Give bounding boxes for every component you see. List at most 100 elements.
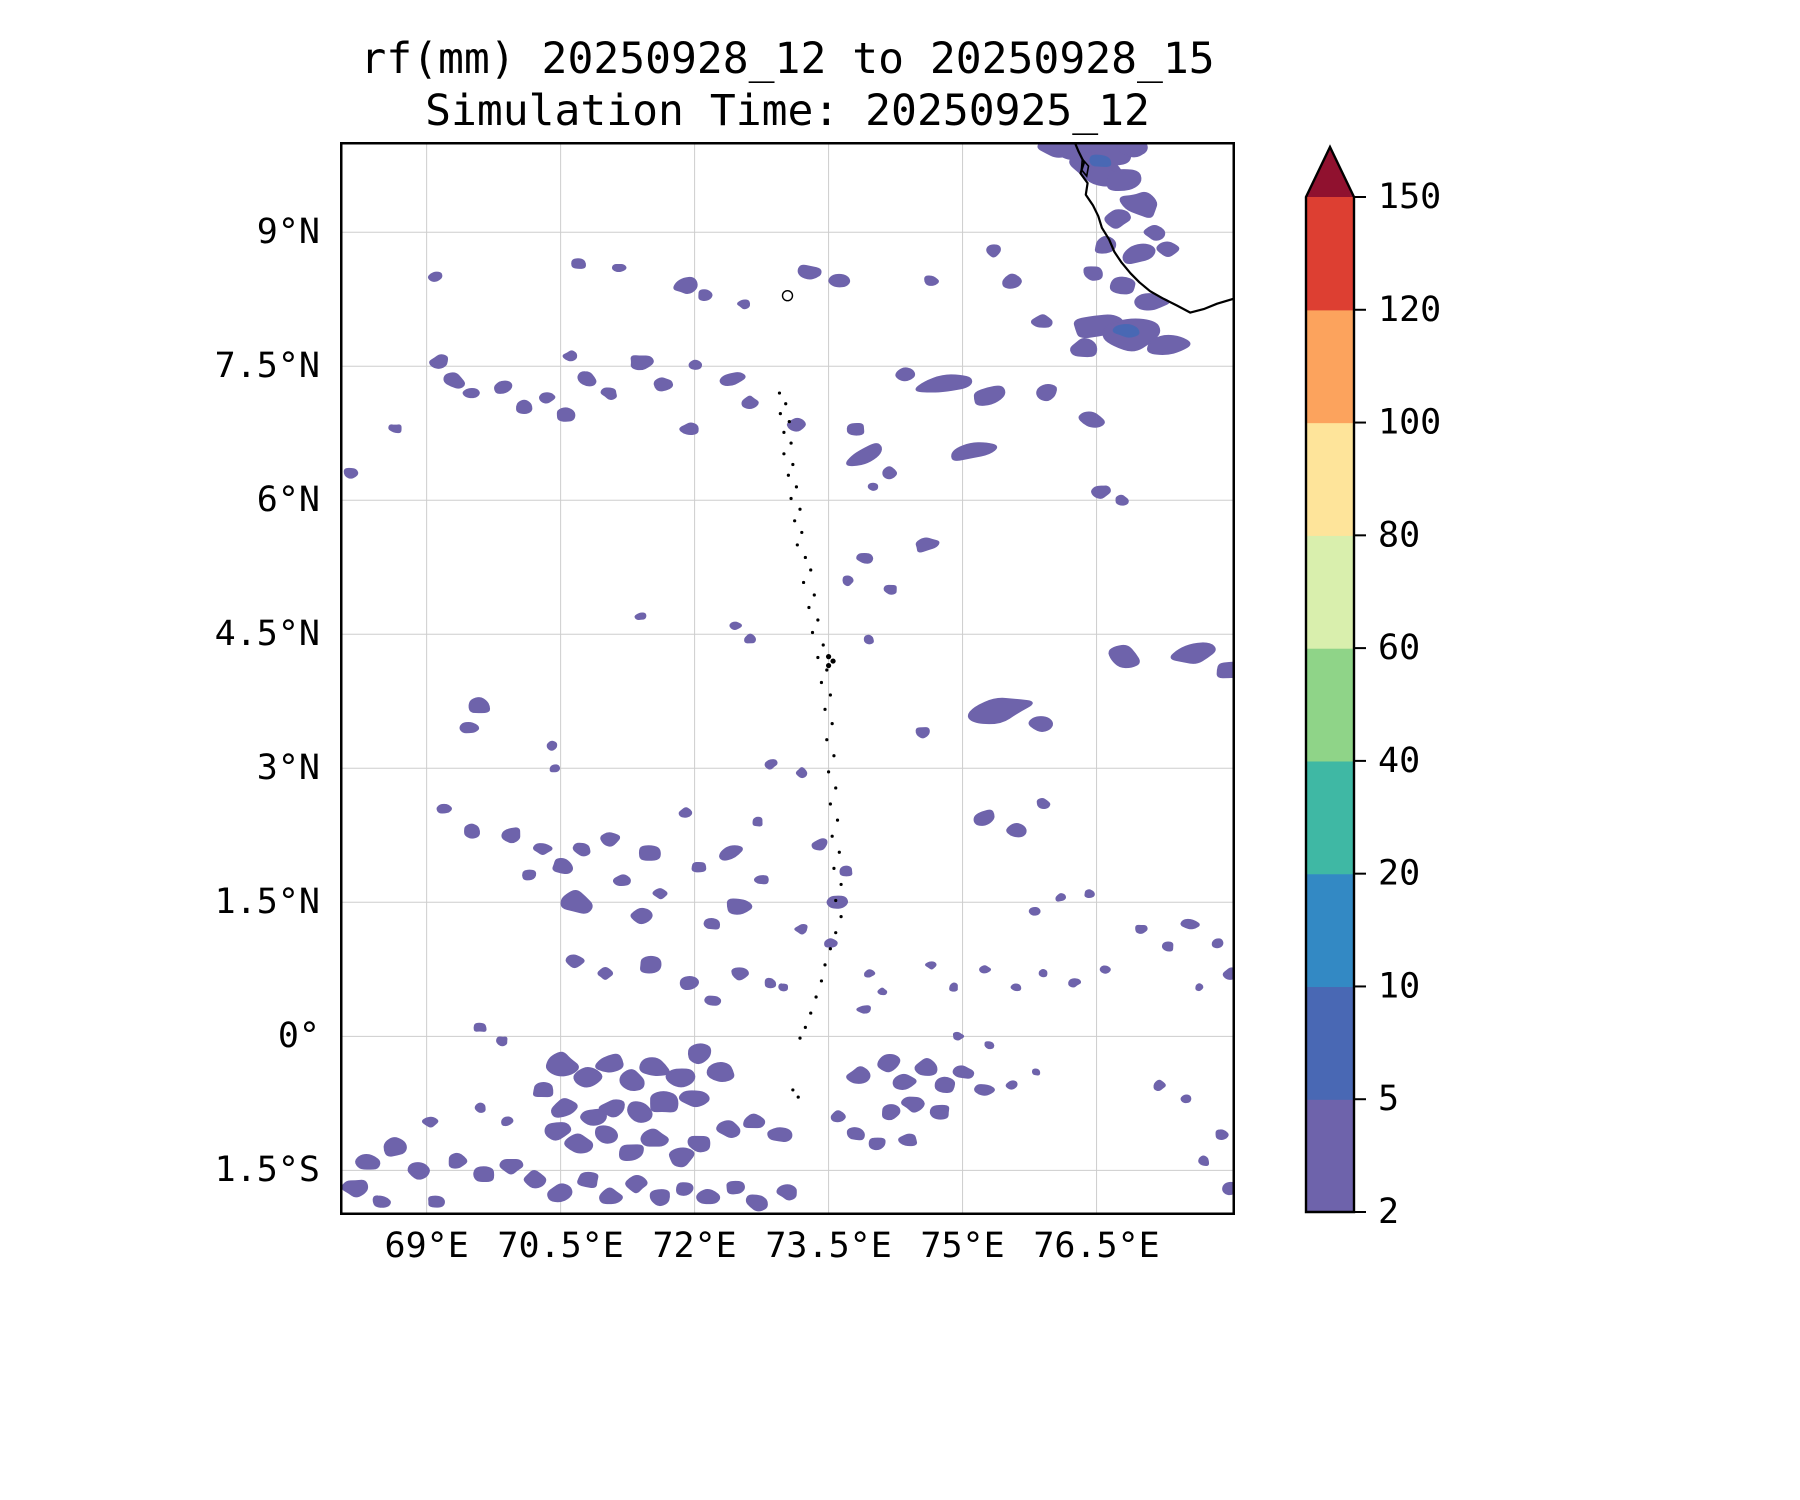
island-dot [816,618,820,622]
rain-cell [824,938,838,948]
island-dot [801,580,806,585]
y-tick-label: 1.5°N [214,882,320,923]
island-dot [819,979,824,983]
rain-cell [856,1005,871,1014]
rain-cell [630,907,653,925]
colorbar-tick-label: 10 [1378,966,1420,1006]
rain-cell [974,1084,995,1096]
rain-cell [1112,324,1140,338]
rain-cell [915,537,940,553]
colorbar-tick-label: 2 [1378,1192,1399,1225]
rain-cell [839,865,853,877]
island-dot [832,754,836,758]
rain-cell [924,275,939,286]
rain-cell [355,1154,381,1170]
rain-cell [459,721,480,734]
rain-cell [1198,1155,1210,1166]
rain-cell [474,1102,486,1113]
rain-cell [1068,978,1082,988]
rain-cell [776,1184,797,1201]
rain-cell [383,1137,407,1157]
rain-cell [1115,494,1129,506]
rain-cell [1195,983,1204,992]
island-dot [784,402,788,406]
y-tick-label: 6°N [256,480,320,521]
rain-cell [764,977,777,989]
rain-cell [795,767,808,779]
rain-cell [883,584,897,595]
island-dot [823,707,827,711]
rain-cell [892,1073,917,1090]
rain-cell [619,1069,645,1091]
rain-cell [468,697,491,714]
rain-cell [522,869,537,881]
island-dot [823,963,827,967]
rain-cell [560,890,593,914]
rain-cell [877,987,888,996]
lagoon-outline-path [1080,157,1090,178]
rain-cell [846,1066,871,1084]
rain-cell [1028,716,1054,732]
island-dot [807,605,811,610]
rain-cell [915,374,973,393]
rain-cell [572,842,591,857]
rain-cell [1211,938,1224,949]
rain-cell [929,1104,950,1120]
island-dot [839,914,843,919]
rain-cell [599,1187,623,1205]
y-tick-label: 9°N [256,212,320,253]
y-tick-label: 7.5°N [214,346,320,387]
rain-cell [1156,241,1180,258]
rain-cell [501,827,521,844]
rain-cell [1180,918,1200,930]
island-dot [809,1011,813,1015]
y-tick-label: 1.5°S [214,1150,320,1191]
rain-cell [1089,154,1112,167]
rain-cell [914,1057,938,1076]
rain-cell [546,740,558,751]
rain-cell [687,1043,712,1065]
rain-cell [1055,893,1066,902]
island-dot [793,519,797,523]
island-dot [800,530,804,535]
rain-cell [1006,823,1027,838]
colorbar-segment [1306,648,1354,762]
x-tick-label: 70.5°E [497,1226,624,1266]
rain-cell [1078,411,1105,428]
rain-cell [427,271,443,282]
rain-cell [679,422,699,436]
rain-cell [698,289,713,302]
rain-cell [625,1174,648,1194]
island-dot [839,882,843,887]
rain-cell [811,838,828,851]
rain-cell [499,1158,524,1175]
island-dot [825,668,829,672]
rain-cell [719,372,746,387]
island-dot [777,391,782,395]
colorbar-outline [1304,144,1356,1214]
island-dot [834,786,838,790]
rain-cell [678,1090,710,1108]
rain-cell [532,843,553,855]
rain-cell [571,258,586,269]
rain-cell [1106,169,1142,192]
island-dot [830,722,834,726]
colorbar-segment [1306,760,1354,875]
atoll-mark [825,654,832,660]
rain-cell [737,299,751,310]
colorbar-tick-label: 150 [1378,177,1441,217]
island-dot [794,485,799,489]
colorbar-segment [1306,873,1354,988]
rain-cell [678,807,693,818]
rain-cell [564,1133,594,1154]
rain-cell [1134,293,1170,311]
island-dot [782,430,786,434]
rain-cell [1038,969,1048,978]
rain-cell [597,966,614,980]
rain-cell [846,422,865,436]
island-dot [835,818,840,822]
rain-cell [473,1166,495,1182]
rain-cell [1002,273,1022,289]
rain-cell [421,1116,439,1128]
rain-cell [949,982,958,992]
